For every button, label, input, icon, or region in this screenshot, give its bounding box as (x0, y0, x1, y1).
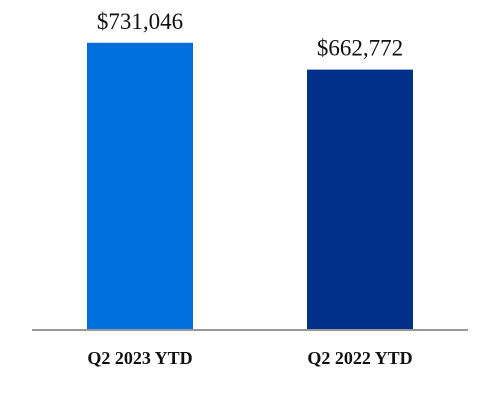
data-label-1: $662,772 (317, 36, 403, 61)
bar-0 (87, 42, 193, 331)
bars-layer (87, 42, 413, 331)
bar-1 (307, 69, 413, 331)
labels-layer: $731,046 Q2 2023 YTD $662,772 Q2 2022 YTD (87, 9, 412, 368)
category-label-1: Q2 2022 YTD (307, 348, 412, 368)
data-label-0: $731,046 (97, 9, 183, 34)
category-label-0: Q2 2023 YTD (87, 348, 192, 368)
